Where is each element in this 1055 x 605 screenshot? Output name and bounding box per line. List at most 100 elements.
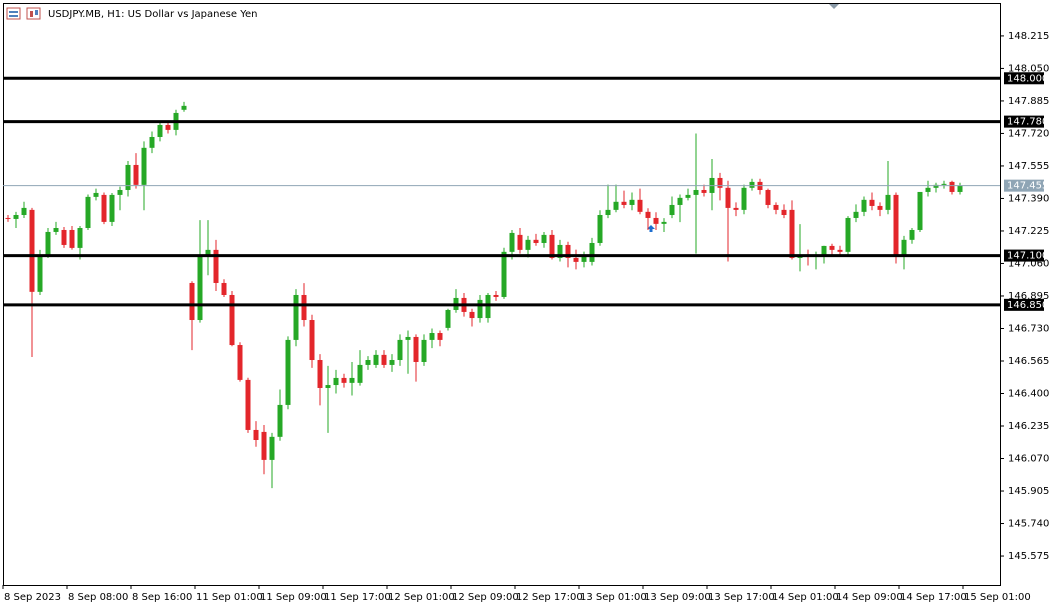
- y-tick-label: 146.895: [1008, 291, 1049, 302]
- candle-body: [69, 229, 75, 248]
- chart-title: USDJPY.MB, H1: US Dollar vs Japanese Yen: [48, 9, 257, 20]
- candle-body: [429, 333, 435, 340]
- candle-body: [533, 239, 539, 243]
- candle-body: [605, 209, 611, 216]
- current-price-box: [1004, 179, 1044, 192]
- x-tick-label: 12 Sep 01:00: [388, 592, 455, 603]
- icon: [35, 10, 38, 15]
- candle-body: [629, 199, 635, 205]
- candle-body: [741, 187, 747, 210]
- y-tick-label: 147.720: [1008, 128, 1049, 139]
- candle-body: [541, 234, 547, 243]
- candle-body: [253, 429, 259, 440]
- candle-body: [525, 239, 531, 250]
- candle-body: [237, 345, 243, 380]
- x-tick-label: 14 Sep 17:00: [900, 592, 967, 603]
- candle-body: [445, 309, 451, 328]
- y-tick-label: 147.390: [1008, 193, 1049, 204]
- candle-body: [269, 436, 275, 460]
- candle-body: [341, 377, 347, 383]
- candle-body: [749, 181, 755, 188]
- candle-body: [381, 354, 387, 365]
- candle-body: [485, 294, 491, 319]
- candle-body: [61, 229, 67, 245]
- candle-body: [149, 136, 155, 148]
- candle-body: [565, 244, 571, 258]
- level-tag: 146.850: [1004, 298, 1048, 311]
- candle-body: [437, 333, 443, 340]
- candle-body: [733, 207, 739, 210]
- candle-body: [845, 217, 851, 252]
- x-tick-label: 13 Sep 09:00: [644, 592, 711, 603]
- candle-body: [373, 354, 379, 365]
- y-tick-label: 146.565: [1008, 356, 1049, 367]
- candle-body: [397, 339, 403, 361]
- candle-body: [765, 189, 771, 205]
- candle-body: [413, 336, 419, 362]
- candle-body: [405, 336, 411, 340]
- candle-body: [157, 124, 163, 137]
- candle-body: [309, 320, 315, 361]
- candle-body: [85, 196, 91, 229]
- candle-body: [333, 377, 339, 386]
- y-tick-label: 145.575: [1008, 551, 1049, 562]
- candle-body: [277, 404, 283, 437]
- candle-body: [13, 215, 19, 219]
- candle-body: [557, 244, 563, 258]
- candle-body: [661, 221, 667, 224]
- candle-body: [693, 189, 699, 195]
- candle-body: [501, 251, 507, 297]
- y-tick-label: 146.730: [1008, 323, 1049, 334]
- level-label: 147.780: [1007, 117, 1048, 128]
- y-tick-label: 147.225: [1008, 226, 1049, 237]
- level-label: 146.850: [1007, 300, 1048, 311]
- candle-body: [357, 364, 363, 383]
- candle-body: [909, 229, 915, 240]
- candle-body: [773, 204, 779, 210]
- candle-body: [685, 194, 691, 198]
- icon: [9, 11, 18, 13]
- x-tick-label: 8 Sep 16:00: [132, 592, 192, 603]
- level-tag: 147.780: [1004, 115, 1048, 128]
- y-tick-label: 146.235: [1008, 421, 1049, 432]
- icon: [9, 15, 18, 17]
- icons: [6, 7, 41, 20]
- candle-body: [77, 228, 83, 248]
- candle-body: [517, 234, 523, 250]
- y-tick-label: 147.555: [1008, 161, 1049, 172]
- icon: [30, 11, 33, 17]
- candle-body: [141, 147, 147, 185]
- y-tick-label: 147.885: [1008, 96, 1049, 107]
- x-tick-label: 14 Sep 01:00: [772, 592, 839, 603]
- candle-body: [549, 234, 555, 258]
- y-tick-label: 145.740: [1008, 519, 1049, 530]
- candle-body: [93, 192, 99, 197]
- candle-body: [365, 360, 371, 365]
- trade-arrow: [647, 225, 655, 232]
- candle-body: [125, 164, 131, 190]
- candle-body: [493, 294, 499, 297]
- candle-body: [389, 360, 395, 365]
- candle-body: [45, 231, 51, 255]
- candle-body: [957, 185, 963, 192]
- y-tick-label: 148.050: [1008, 63, 1049, 74]
- level-label: 147.100: [1007, 251, 1048, 262]
- x-tick-label: 12 Sep 17:00: [516, 592, 583, 603]
- current-price-tag: 147.455: [1004, 179, 1048, 192]
- candle-body: [349, 377, 355, 383]
- candle-body: [573, 257, 579, 262]
- y-tick-label: 146.070: [1008, 454, 1049, 465]
- candle-body: [653, 217, 659, 224]
- candle-body: [677, 197, 683, 205]
- candle-body: [469, 311, 475, 319]
- x-tick-label: 12 Sep 09:00: [452, 592, 519, 603]
- candle-body: [581, 254, 587, 262]
- candle-body: [197, 254, 203, 321]
- candle-body: [293, 294, 299, 340]
- y-tick-label: 147.060: [1008, 258, 1049, 269]
- x-tick-label: 11 Sep 17:00: [324, 592, 391, 603]
- level-box: [1004, 249, 1044, 262]
- candle-body: [117, 189, 123, 195]
- candle-body: [589, 242, 595, 262]
